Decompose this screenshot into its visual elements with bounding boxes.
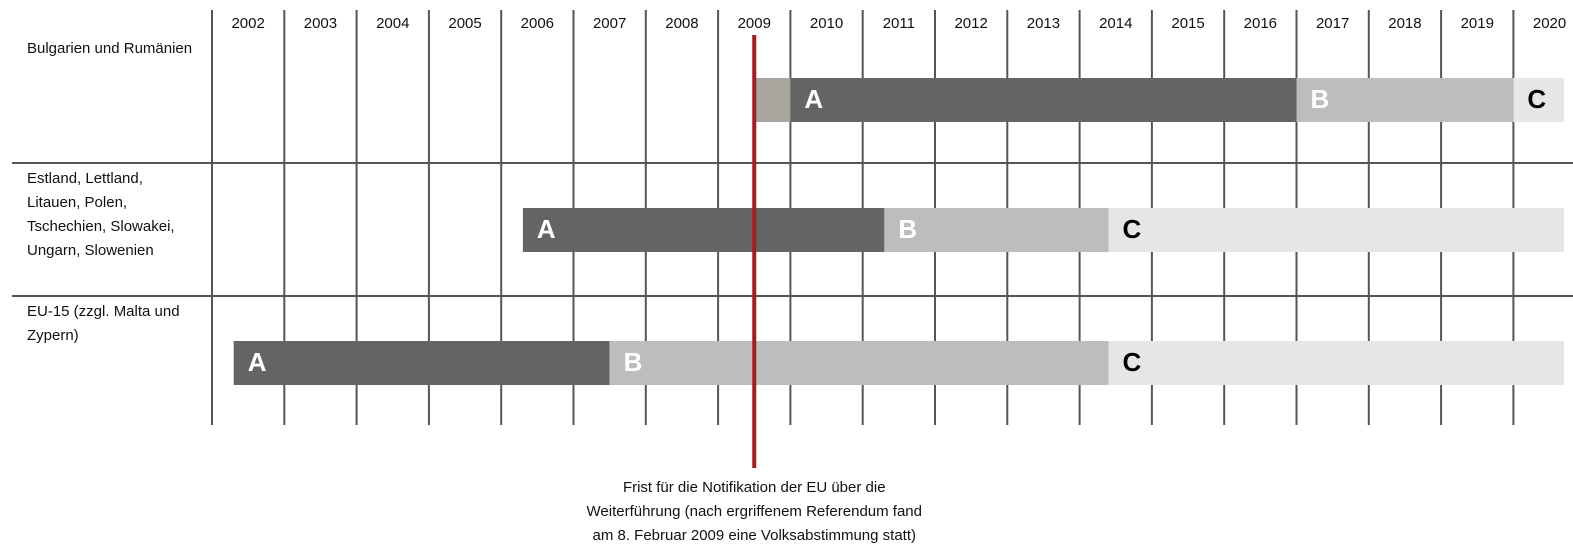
x-tick-label: 2020 [1533, 15, 1566, 32]
x-tick-label: 2018 [1388, 15, 1421, 32]
segment-label: C [1123, 214, 1142, 244]
gantt-segment [1296, 78, 1514, 122]
x-tick-label: 2002 [231, 15, 264, 32]
row-label: Estland, Lettland, Litauen, Polen, Tsche… [27, 170, 175, 259]
x-tick-label: 2015 [1171, 15, 1204, 32]
x-tick-label: 2017 [1316, 15, 1349, 32]
segment-label: A [248, 347, 267, 377]
x-tick-label: 2013 [1027, 15, 1060, 32]
x-tick-label: 2005 [448, 15, 481, 32]
gantt-segment [754, 78, 791, 122]
x-tick-label: 2008 [665, 15, 698, 32]
segment-label: A [537, 214, 556, 244]
gantt-segment [1513, 78, 1565, 122]
x-tick-label: 2009 [738, 15, 771, 32]
annotation: am 8. Februar 2009 eine Volksabstimmung … [593, 527, 917, 544]
gantt-segment [609, 341, 1109, 385]
x-tick-label: 2007 [593, 15, 626, 32]
row-label: Bulgarien und Rumänien [27, 40, 193, 57]
segment-label: C [1527, 84, 1546, 114]
x-tick-label: 2010 [810, 15, 843, 32]
gantt-segment [522, 208, 885, 252]
gantt-segment [1108, 208, 1565, 252]
row-label: EU-15 (zzgl. Malta und Zypern) [27, 303, 180, 344]
x-tick-label: 2006 [521, 15, 554, 32]
segment-label: B [1311, 84, 1330, 114]
x-tick-label: 2011 [883, 15, 915, 32]
x-tick-label: 2003 [304, 15, 337, 32]
segment-label: B [624, 347, 643, 377]
annotation: Weiterführung (nach ergriffenem Referend… [587, 503, 922, 520]
segment-label: C [1123, 347, 1142, 377]
gantt-segment [1108, 341, 1565, 385]
x-tick-label: 2014 [1099, 15, 1132, 32]
annotation: Frist für die Notifikation der EU über d… [623, 479, 886, 496]
x-tick-label: 2004 [376, 15, 409, 32]
segment-label: B [898, 214, 917, 244]
gantt-segment [233, 341, 610, 385]
gantt-segment [790, 78, 1297, 122]
segment-label: A [804, 84, 823, 114]
gantt-segment [884, 208, 1109, 252]
x-tick-label: 2016 [1244, 15, 1277, 32]
x-tick-label: 2012 [954, 15, 987, 32]
x-tick-label: 2019 [1461, 15, 1494, 32]
